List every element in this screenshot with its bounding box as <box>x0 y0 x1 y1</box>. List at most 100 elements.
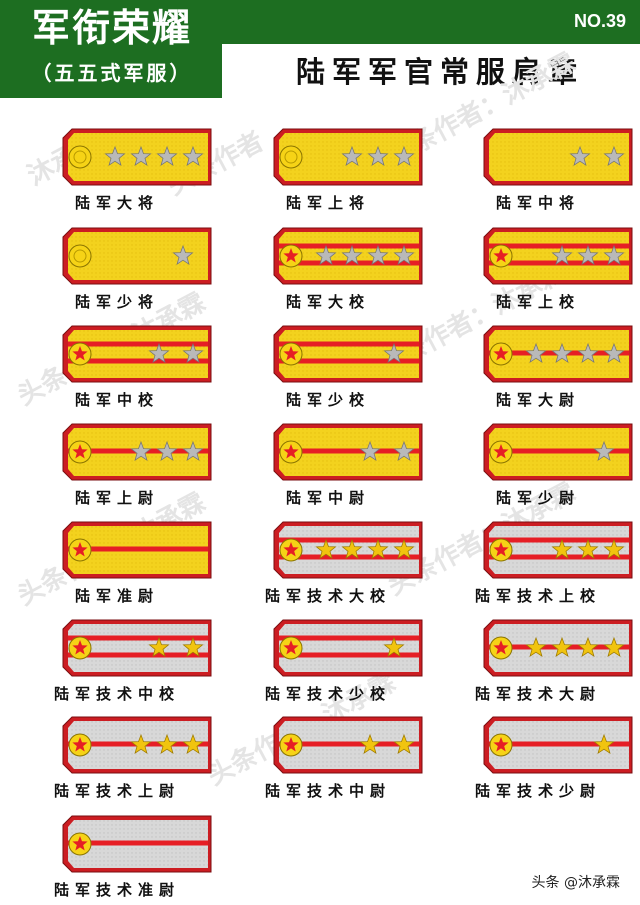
shoulder-board-cell: 陆军中尉 <box>253 423 443 513</box>
board-stripe <box>279 260 419 266</box>
shoulder-board-cell: 陆军中校 <box>42 325 232 415</box>
rank-star-icon <box>315 538 337 560</box>
board-stripe <box>489 243 629 249</box>
board-stripe <box>68 635 208 641</box>
board-stripe <box>489 448 629 454</box>
board-stripe <box>68 341 208 347</box>
shoulder-board-cell: 陆军技术大尉 <box>463 619 640 709</box>
rank-star-icon <box>182 733 204 755</box>
shoulder-board-cell: 陆军上校 <box>463 227 640 317</box>
emblem-star-icon <box>72 640 88 655</box>
shoulder-board-cell: 陆军技术少尉 <box>463 716 640 806</box>
shoulder-board <box>273 423 423 481</box>
shoulder-board <box>483 128 633 186</box>
rank-star-icon <box>577 244 599 266</box>
shoulder-board <box>62 815 212 873</box>
board-stripe <box>68 840 208 846</box>
emblem-star-icon <box>283 737 299 752</box>
rank-star-icon <box>182 636 204 658</box>
rank-star-icon <box>577 342 599 364</box>
rank-star-icon <box>341 244 363 266</box>
shoulder-board <box>273 325 423 383</box>
shoulder-board-cell: 陆军准尉 <box>42 521 232 611</box>
board-stripe <box>489 260 629 266</box>
rank-star-icon <box>367 145 389 167</box>
emblem-star-icon <box>283 542 299 557</box>
shoulder-board-cell: 陆军中将 <box>463 128 640 218</box>
rank-star-icon <box>182 440 204 462</box>
rank-star-icon <box>367 244 389 266</box>
shoulder-board-cell: 陆军技术上校 <box>463 521 640 611</box>
board-stripe <box>68 652 208 658</box>
board-stripe <box>279 652 419 658</box>
shoulder-board-cell: 陆军少校 <box>253 325 443 415</box>
board-stripe <box>489 741 629 747</box>
shoulder-board-cell: 陆军少尉 <box>463 423 640 513</box>
board-stripe <box>68 358 208 364</box>
rank-star-icon <box>551 342 573 364</box>
rank-star-icon <box>603 636 625 658</box>
emblem-star-icon <box>493 248 509 263</box>
board-stripe <box>279 243 419 249</box>
emblem-star-icon <box>283 640 299 655</box>
shoulder-board-cell: 陆军技术中校 <box>42 619 232 709</box>
emblem-star-icon <box>72 542 88 557</box>
shoulder-board <box>483 521 633 579</box>
board-stripe <box>279 741 419 747</box>
shoulder-board <box>483 716 633 774</box>
rank-star-icon <box>593 733 615 755</box>
shoulder-board <box>62 716 212 774</box>
emblem-star-icon <box>72 444 88 459</box>
page-title: 陆军军官常服肩章 <box>295 55 584 89</box>
emblem-star-icon <box>493 640 509 655</box>
board-stripe <box>279 358 419 364</box>
shoulder-board <box>62 619 212 677</box>
shoulder-board <box>273 619 423 677</box>
board-label: 陆军技术少尉 <box>474 782 601 800</box>
rank-star-icon <box>603 145 625 167</box>
rank-star-icon <box>130 733 152 755</box>
rank-star-icon <box>551 636 573 658</box>
board-label: 陆军中尉 <box>285 489 370 507</box>
rank-star-icon <box>315 244 337 266</box>
board-label: 陆军技术上尉 <box>53 782 180 800</box>
rank-star-icon <box>593 440 615 462</box>
rank-star-icon <box>393 538 415 560</box>
shoulder-board-cell: 陆军上将 <box>253 128 443 218</box>
shoulder-board <box>62 521 212 579</box>
board-button <box>68 145 92 169</box>
rank-star-icon <box>182 342 204 364</box>
shoulder-board <box>273 716 423 774</box>
rank-star-icon <box>577 538 599 560</box>
board-button <box>279 145 303 169</box>
rank-star-icon <box>551 244 573 266</box>
shoulder-board-cell: 陆军上尉 <box>42 423 232 513</box>
shoulder-board-cell: 陆军大尉 <box>463 325 640 415</box>
issue-number: NO.39 <box>573 11 626 31</box>
rank-star-icon <box>341 145 363 167</box>
emblem-star-icon <box>72 836 88 851</box>
rank-star-icon <box>525 342 547 364</box>
button-ring <box>73 150 87 164</box>
board-field <box>489 133 629 181</box>
shoulder-board <box>483 325 633 383</box>
rank-star-icon <box>525 636 547 658</box>
board-label: 陆军上校 <box>495 293 580 311</box>
rank-star-icon <box>156 440 178 462</box>
rank-star-icon <box>393 244 415 266</box>
rank-star-icon <box>603 244 625 266</box>
board-stripe <box>279 635 419 641</box>
shoulder-board <box>483 619 633 677</box>
shoulder-board <box>62 128 212 186</box>
board-label: 陆军大校 <box>285 293 370 311</box>
shoulder-board <box>62 227 212 285</box>
shoulder-board-cell: 陆军技术中尉 <box>253 716 443 806</box>
rank-star-icon <box>393 733 415 755</box>
board-label: 陆军中校 <box>74 391 159 409</box>
shoulder-board-cell: 陆军技术大校 <box>253 521 443 611</box>
rank-star-icon <box>182 145 204 167</box>
rank-star-icon <box>130 440 152 462</box>
board-stripe <box>279 537 419 543</box>
rank-star-icon <box>104 145 126 167</box>
